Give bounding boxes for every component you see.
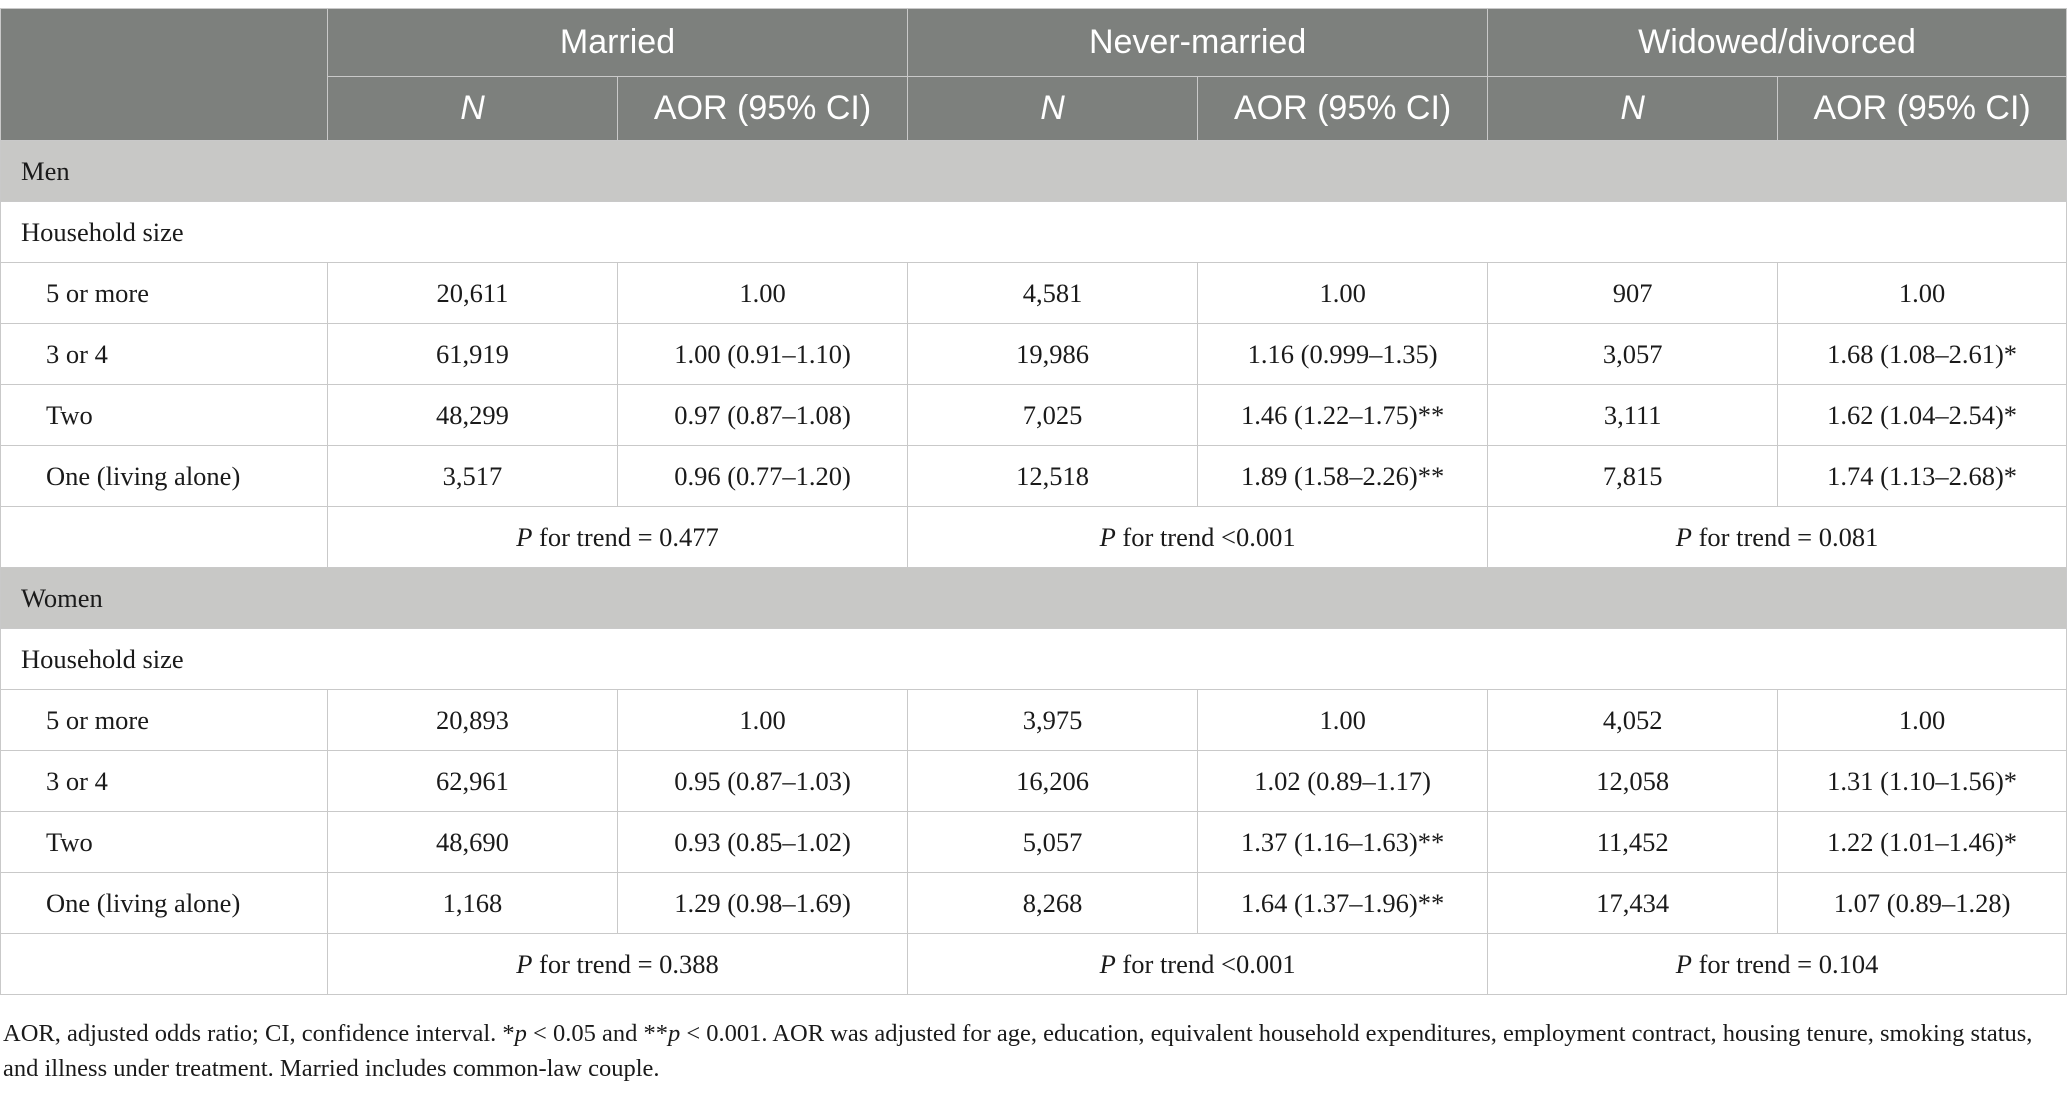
cell: 1.16 (0.999–1.35) [1197, 323, 1489, 385]
cell: 0.97 (0.87–1.08) [616, 384, 909, 446]
trend-widowed-divorced: P for trend = 0.104 [1487, 933, 2067, 995]
header-aor-widowed-divorced: AOR (95% CI) [1777, 76, 2067, 141]
table-row: 5 or more 20,893 1.00 3,975 1.00 4,052 1… [0, 689, 2067, 751]
cell: 1.74 (1.13–2.68)* [1777, 445, 2067, 507]
cell: 1.37 (1.16–1.63)** [1197, 811, 1489, 873]
row-label: 5 or more [0, 262, 328, 324]
cell: 3,517 [326, 445, 619, 507]
table-row: 3 or 4 61,919 1.00 (0.91–1.10) 19,986 1.… [0, 323, 2067, 385]
cell: 3,057 [1487, 323, 1779, 385]
cell: 1.00 [1197, 262, 1489, 324]
cell: 3,975 [907, 689, 1199, 751]
cell: 1.62 (1.04–2.54)* [1777, 384, 2067, 446]
row-label: 3 or 4 [0, 323, 328, 385]
cell: 1.02 (0.89–1.17) [1197, 750, 1489, 812]
header-aor-married: AOR (95% CI) [616, 76, 909, 141]
cell: 12,058 [1487, 750, 1779, 812]
cell: 1,168 [326, 872, 619, 934]
cell: 4,581 [907, 262, 1199, 324]
cell: 8,268 [907, 872, 1199, 934]
cell: 1.89 (1.58–2.26)** [1197, 445, 1489, 507]
row-label: Two [0, 384, 328, 446]
cell: 1.29 (0.98–1.69) [616, 872, 909, 934]
cell: 62,961 [326, 750, 619, 812]
cell: 1.22 (1.01–1.46)* [1777, 811, 2067, 873]
trend-row: P for trend = 0.388 P for trend <0.001 P… [0, 933, 2067, 995]
cell: 7,815 [1487, 445, 1779, 507]
cell: 1.46 (1.22–1.75)** [1197, 384, 1489, 446]
trend-row-empty [0, 933, 328, 995]
header-corner [0, 8, 328, 141]
row-label: One (living alone) [0, 445, 328, 507]
row-label: Two [0, 811, 328, 873]
trend-row-empty [0, 506, 328, 568]
subsection-household-size: Household size [0, 628, 2067, 690]
table-row: 5 or more 20,611 1.00 4,581 1.00 907 1.0… [0, 262, 2067, 324]
results-table: Married Never-married Widowed/divorced N… [0, 8, 2067, 995]
cell: 1.00 [1777, 262, 2067, 324]
cell: 1.00 [616, 689, 909, 751]
cell: 1.00 (0.91–1.10) [616, 323, 909, 385]
header-aor-never-married: AOR (95% CI) [1197, 76, 1489, 141]
cell: 1.68 (1.08–2.61)* [1777, 323, 2067, 385]
header-n-married: N [326, 76, 619, 141]
cell: 20,611 [326, 262, 619, 324]
subsection-household-size: Household size [0, 201, 2067, 263]
row-label: One (living alone) [0, 872, 328, 934]
trend-never-married: P for trend <0.001 [907, 506, 1489, 568]
row-label: 5 or more [0, 689, 328, 751]
table-footnote: AOR, adjusted odds ratio; CI, confidence… [3, 1020, 2033, 1082]
table-row: One (living alone) 3,517 0.96 (0.77–1.20… [0, 445, 2067, 507]
cell: 907 [1487, 262, 1779, 324]
row-label: 3 or 4 [0, 750, 328, 812]
cell: 48,299 [326, 384, 619, 446]
cell: 3,111 [1487, 384, 1779, 446]
cell: 19,986 [907, 323, 1199, 385]
table-row: One (living alone) 1,168 1.29 (0.98–1.69… [0, 872, 2067, 934]
header-n-never-married: N [907, 76, 1199, 141]
cell: 61,919 [326, 323, 619, 385]
cell: 48,690 [326, 811, 619, 873]
cell: 5,057 [907, 811, 1199, 873]
cell: 1.00 [1197, 689, 1489, 751]
cell: 20,893 [326, 689, 619, 751]
trend-never-married: P for trend <0.001 [907, 933, 1489, 995]
cell: 0.96 (0.77–1.20) [616, 445, 909, 507]
cell: 12,518 [907, 445, 1199, 507]
header-never-married: Never-married [907, 8, 1489, 77]
table-row: Two 48,299 0.97 (0.87–1.08) 7,025 1.46 (… [0, 384, 2067, 446]
trend-widowed-divorced: P for trend = 0.081 [1487, 506, 2067, 568]
header-married: Married [326, 8, 909, 77]
trend-row: P for trend = 0.477 P for trend <0.001 P… [0, 506, 2067, 568]
cell: 1.31 (1.10–1.56)* [1777, 750, 2067, 812]
cell: 0.93 (0.85–1.02) [616, 811, 909, 873]
cell: 17,434 [1487, 872, 1779, 934]
header-n-widowed-divorced: N [1487, 76, 1779, 141]
table-row: 3 or 4 62,961 0.95 (0.87–1.03) 16,206 1.… [0, 750, 2067, 812]
cell: 1.07 (0.89–1.28) [1777, 872, 2067, 934]
cell: 11,452 [1487, 811, 1779, 873]
cell: 1.00 [1777, 689, 2067, 751]
cell: 0.95 (0.87–1.03) [616, 750, 909, 812]
section-title-men: Men [0, 140, 2067, 202]
table-row: Two 48,690 0.93 (0.85–1.02) 5,057 1.37 (… [0, 811, 2067, 873]
header-widowed-divorced: Widowed/divorced [1487, 8, 2067, 77]
section-title-women: Women [0, 567, 2067, 629]
cell: 1.00 [616, 262, 909, 324]
trend-married: P for trend = 0.388 [326, 933, 909, 995]
cell: 7,025 [907, 384, 1199, 446]
cell: 1.64 (1.37–1.96)** [1197, 872, 1489, 934]
cell: 16,206 [907, 750, 1199, 812]
cell: 4,052 [1487, 689, 1779, 751]
trend-married: P for trend = 0.477 [326, 506, 909, 568]
